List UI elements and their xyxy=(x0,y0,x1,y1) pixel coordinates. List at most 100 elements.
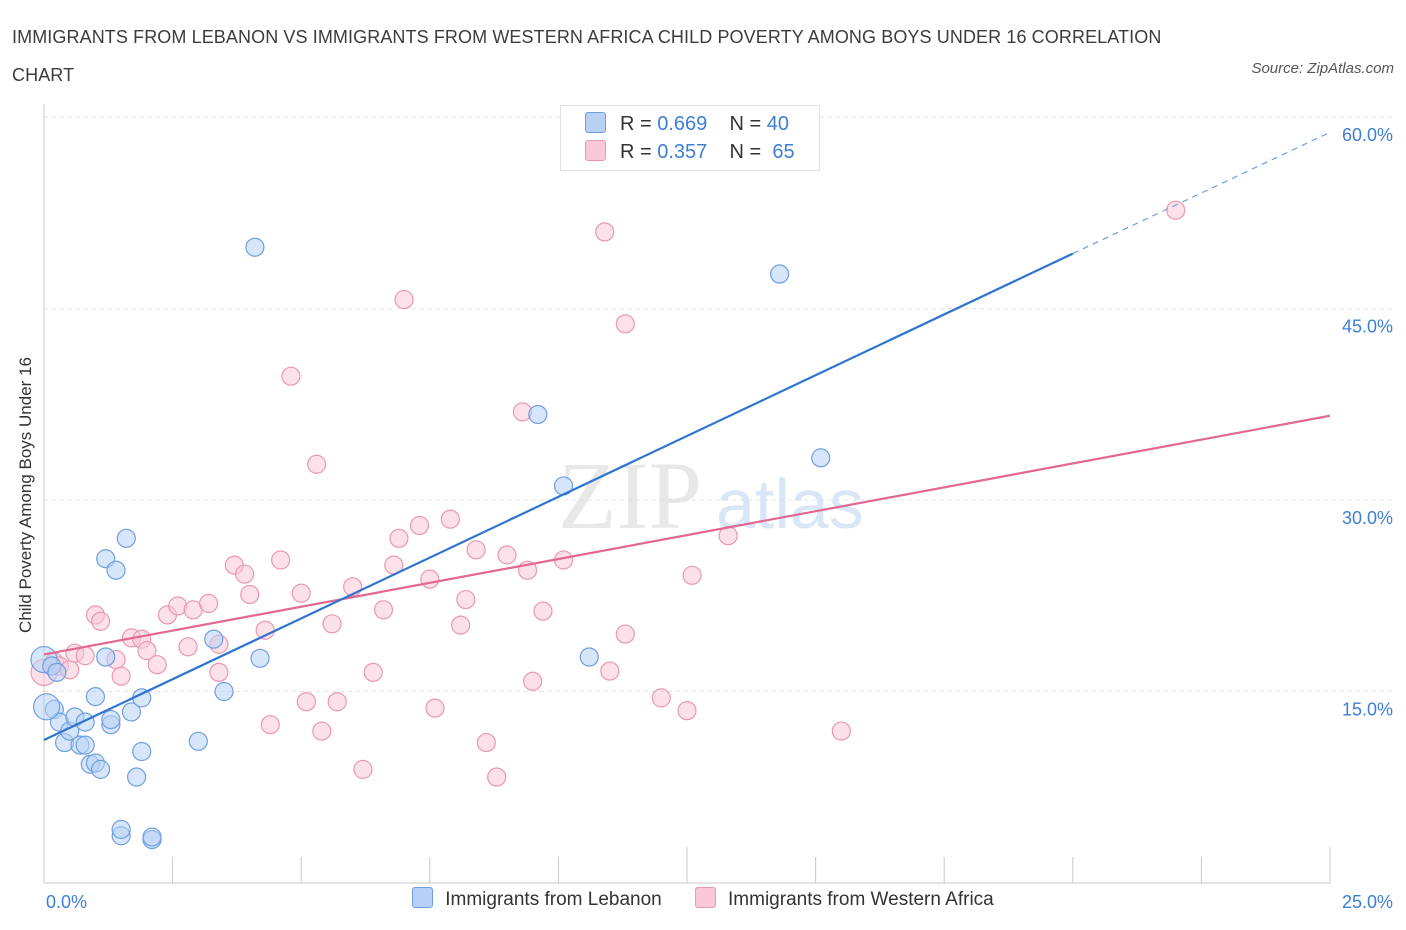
watermark: ZIP atlas xyxy=(558,442,864,549)
wafrica-point xyxy=(147,655,167,675)
watermark-atlas: atlas xyxy=(716,465,864,543)
wafrica-point xyxy=(90,611,111,631)
wafrica-point xyxy=(307,454,327,474)
wafrica-point xyxy=(322,614,342,634)
wafrica-point xyxy=(1166,200,1186,220)
wafrica-point xyxy=(595,222,615,242)
lebanon-point xyxy=(214,681,234,702)
lebanon-trend-line xyxy=(43,252,1074,742)
wafrica-point xyxy=(615,624,635,644)
wafrica-point xyxy=(394,289,414,310)
wafrica-point xyxy=(451,615,471,635)
lebanon-point xyxy=(90,759,111,779)
wafrica-point xyxy=(111,666,131,686)
wafrica-point xyxy=(240,584,260,605)
wafrica-point xyxy=(476,732,496,753)
wafrica-point xyxy=(533,601,553,621)
wafrica-point xyxy=(487,767,507,787)
lebanon-point xyxy=(250,648,270,668)
lebanon-point xyxy=(111,819,131,839)
legend-item-wafrica[interactable]: Immigrants from Western Africa xyxy=(695,887,994,911)
wafrica-point xyxy=(677,701,697,721)
wafrica-point xyxy=(209,662,229,682)
source-label: Source: ZipAtlas.com xyxy=(1251,60,1394,77)
correlation-legend: R = 0.669 N = 40 R = 0.357 N = 65 xyxy=(560,105,820,171)
trend-lines xyxy=(43,131,1331,742)
wafrica-point xyxy=(682,565,702,585)
chart-title: IMMIGRANTS FROM LEBANON VS IMMIGRANTS FR… xyxy=(12,27,1162,85)
wafrica-points xyxy=(30,200,1186,787)
gridlines xyxy=(44,116,1392,692)
lebanon-point xyxy=(811,448,831,468)
wafrica-point xyxy=(75,646,95,666)
wafrica-point xyxy=(466,540,486,560)
y-tick-label: 30.0% xyxy=(1342,508,1393,528)
wafrica-point xyxy=(353,759,373,779)
legend-label-lebanon: Immigrants from Lebanon xyxy=(445,889,662,910)
wafrica-point xyxy=(425,698,445,718)
r-value-wafrica: 0.357 xyxy=(657,141,708,163)
r-label: R = xyxy=(620,141,652,163)
wafrica-point xyxy=(363,662,383,682)
wafrica-point xyxy=(389,528,409,548)
n-label: N = xyxy=(729,141,762,163)
lebanon-point xyxy=(528,404,548,425)
wafrica-point xyxy=(831,721,851,741)
wafrica-point xyxy=(137,641,157,661)
wafrica-trend-line xyxy=(43,414,1331,656)
lebanon-points xyxy=(30,237,831,850)
r-value-lebanon: 0.669 xyxy=(657,113,708,135)
x-tick-label: 25.0% xyxy=(1342,892,1393,912)
legend-swatch-lebanon xyxy=(412,887,434,908)
legend-item-lebanon[interactable]: Immigrants from Lebanon xyxy=(412,887,662,911)
lebanon-point xyxy=(106,560,126,580)
lebanon-point xyxy=(245,237,265,257)
wafrica-point xyxy=(178,637,198,657)
r-label: R = xyxy=(620,113,652,135)
y-tick-label: 60.0% xyxy=(1342,125,1393,145)
lebanon-point xyxy=(47,662,67,682)
series-legend: Immigrants from Lebanon Immigrants from … xyxy=(0,887,1406,911)
wafrica-point xyxy=(199,593,219,614)
n-value-lebanon: 40 xyxy=(766,113,790,135)
legend-row-lebanon: R = 0.669 N = 40 xyxy=(585,112,789,136)
wafrica-point xyxy=(271,550,291,570)
wafrica-point xyxy=(600,661,620,681)
lebanon-point xyxy=(75,712,95,732)
legend-label-wafrica: Immigrants from Western Africa xyxy=(728,889,994,910)
n-value-wafrica: 65 xyxy=(772,141,795,163)
lebanon-point xyxy=(101,709,121,730)
watermark-zip: ZIP xyxy=(558,442,702,549)
wafrica-point xyxy=(523,671,543,691)
lebanon-point xyxy=(126,767,147,787)
legend-swatch-wafrica xyxy=(695,887,717,908)
wafrica-point xyxy=(615,314,635,334)
lebanon-point xyxy=(188,731,208,751)
wafrica-point xyxy=(497,545,517,565)
wafrica-point xyxy=(651,688,671,708)
lebanon-point xyxy=(116,528,136,548)
lebanon-point xyxy=(579,647,599,667)
lebanon-point xyxy=(32,693,61,721)
wafrica-point xyxy=(235,564,255,584)
wafrica-point xyxy=(440,509,460,529)
axes xyxy=(43,104,1331,884)
legend-row-wafrica: R = 0.357 N = 65 xyxy=(585,140,795,164)
wafrica-point xyxy=(456,589,476,610)
wafrica-point xyxy=(327,692,347,712)
wafrica-point xyxy=(260,715,280,735)
lebanon-point xyxy=(121,702,142,722)
n-label: N = xyxy=(729,113,762,135)
tick-labels: 15.0% 30.0% 45.0% 60.0% 0.0% 25.0% xyxy=(46,125,1393,912)
lebanon-point xyxy=(769,264,790,284)
lebanon-point xyxy=(85,687,106,707)
lebanon-trend-extension xyxy=(1072,131,1331,255)
lebanon-point xyxy=(75,735,95,755)
wafrica-point xyxy=(296,692,316,712)
legend-swatch-wafrica xyxy=(585,140,606,161)
x-tick-label: 0.0% xyxy=(46,892,87,912)
wafrica-point xyxy=(312,721,332,741)
y-tick-label: 45.0% xyxy=(1342,317,1393,337)
wafrica-point xyxy=(291,583,311,603)
